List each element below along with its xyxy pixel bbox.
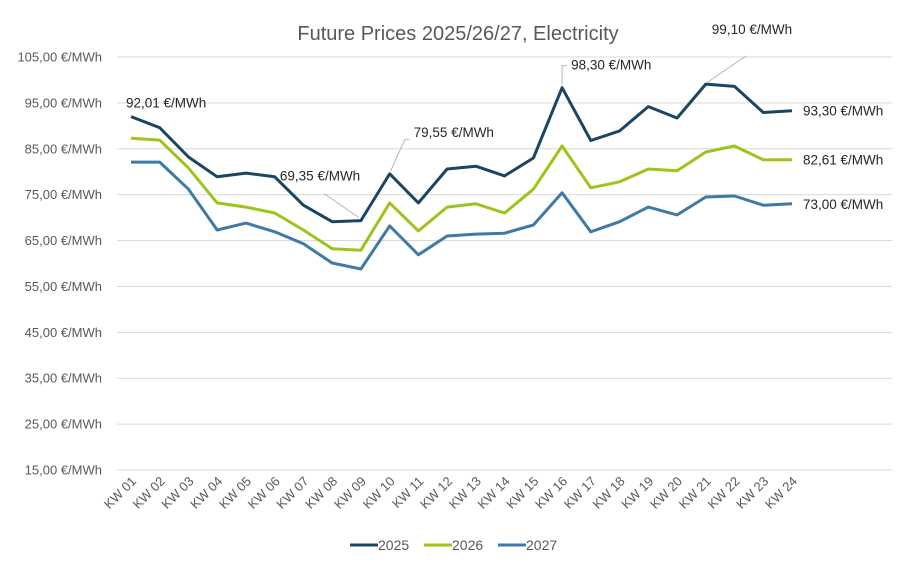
leader-lines: [323, 55, 747, 218]
data-label: 82,61 €/MWh: [803, 153, 883, 168]
y-tick-label: 85,00 €/MWh: [25, 141, 102, 156]
leader-line: [390, 139, 410, 171]
series-line-2025: [130, 82, 793, 224]
legend: 2025 2026 2027: [350, 537, 557, 553]
data-label: 98,30 €/MWh: [571, 58, 651, 73]
series-lines: [130, 82, 793, 271]
y-tick-label: 95,00 €/MWh: [25, 95, 102, 110]
data-label: 69,35 €/MWh: [280, 169, 360, 184]
y-tick-label: 55,00 €/MWh: [25, 279, 102, 294]
series-line-2027: [131, 160, 793, 271]
data-label: 99,10 €/MWh: [712, 22, 792, 37]
chart-title: Future Prices 2025/26/27, Electricity: [297, 23, 618, 45]
x-tick-label: KW 24: [762, 474, 800, 512]
y-tick-label: 15,00 €/MWh: [25, 463, 102, 478]
legend-label-2025: 2025: [378, 537, 409, 553]
y-tick-label: 65,00 €/MWh: [25, 233, 102, 248]
data-label: 93,30 €/MWh: [803, 104, 883, 119]
data-label: 79,55 €/MWh: [414, 125, 494, 140]
x-tick-label: KW 10: [360, 474, 398, 512]
legend-label-2027: 2027: [526, 537, 557, 553]
y-tick-label: 105,00 €/MWh: [17, 50, 102, 65]
y-tick-label: 75,00 €/MWh: [25, 187, 102, 202]
series-line-2026: [130, 136, 793, 252]
leader-line: [323, 193, 360, 218]
data-label: 73,00 €/MWh: [803, 197, 883, 212]
leader-line: [561, 65, 568, 85]
y-tick-label: 35,00 €/MWh: [25, 371, 102, 386]
data-labels: 92,01 €/MWh 69,35 €/MWh 79,55 €/MWh 98,30 €…: [126, 22, 883, 212]
leader-line: [707, 55, 747, 83]
data-label: 92,01 €/MWh: [126, 96, 206, 111]
gridlines: [117, 56, 892, 471]
y-axis-ticks: 105,00 €/MWh 95,00 €/MWh 85,00 €/MWh 75,00 …: [17, 50, 102, 478]
legend-label-2026: 2026: [452, 537, 483, 553]
y-tick-label: 45,00 €/MWh: [25, 325, 102, 340]
y-tick-label: 25,00 €/MWh: [25, 417, 102, 432]
